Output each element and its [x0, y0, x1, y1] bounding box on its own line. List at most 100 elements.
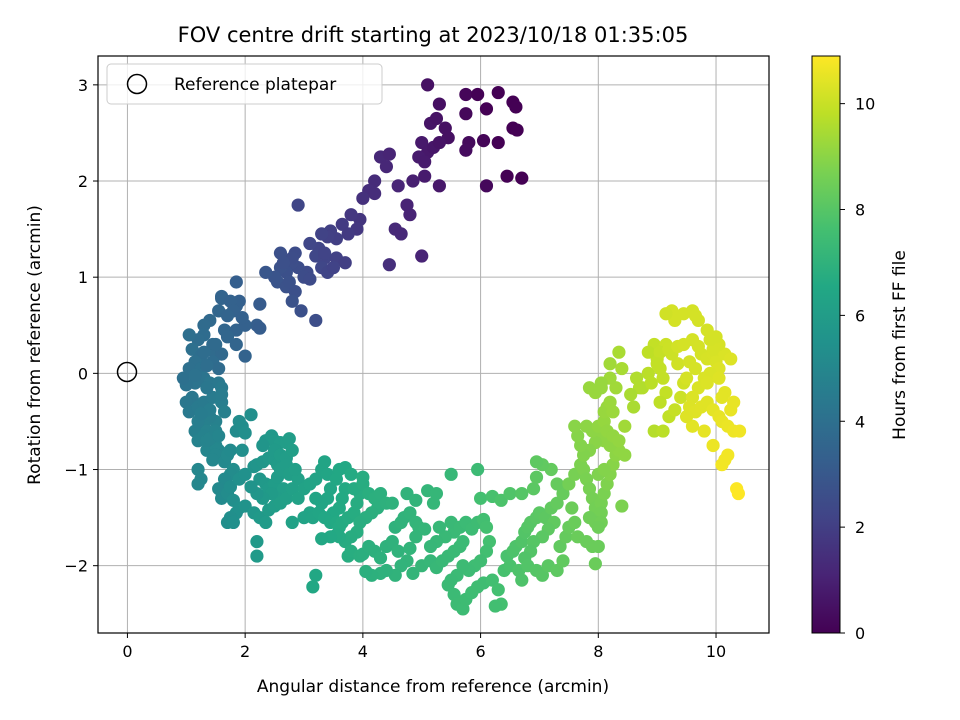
data-point — [568, 515, 582, 530]
data-point — [403, 541, 417, 555]
data-point — [488, 599, 502, 613]
data-point — [503, 486, 517, 501]
data-point — [382, 147, 396, 161]
colorbar: 0 2 4 6 8 10 Hours from first FF file — [811, 55, 910, 643]
data-point — [644, 376, 658, 390]
data-point — [597, 462, 611, 477]
data-point — [688, 361, 703, 376]
data-point — [677, 307, 691, 321]
data-point — [491, 85, 505, 100]
data-point — [706, 438, 720, 453]
data-point — [485, 573, 499, 587]
data-point — [229, 337, 243, 352]
x-tick-label: 2 — [240, 642, 250, 661]
data-point — [679, 371, 694, 385]
data-point — [618, 419, 632, 433]
data-point — [338, 256, 352, 270]
data-point — [394, 227, 408, 241]
data-point — [356, 470, 370, 484]
data-point — [406, 174, 420, 188]
data-point — [700, 323, 714, 337]
reference-marker — [116, 361, 138, 383]
data-point — [182, 328, 196, 342]
data-point — [197, 345, 211, 359]
data-point — [432, 135, 446, 150]
data-point — [727, 395, 741, 409]
data-point — [609, 381, 623, 395]
data-point — [509, 100, 523, 114]
data-point — [612, 345, 626, 359]
data-point — [550, 477, 564, 491]
data-point — [479, 544, 494, 558]
y-axis-ticks: −2 −1 0 1 2 3 — [64, 76, 98, 576]
legend-label: Reference platepar — [174, 75, 336, 95]
data-point — [432, 520, 446, 534]
data-point — [479, 520, 494, 534]
data-point — [479, 179, 494, 193]
data-point — [209, 337, 223, 352]
data-point — [235, 310, 249, 325]
data-point — [409, 493, 423, 507]
data-point — [650, 357, 664, 371]
data-point — [668, 403, 682, 417]
data-point — [685, 419, 700, 433]
data-point — [441, 578, 455, 592]
data-point — [238, 426, 252, 440]
data-point — [459, 143, 473, 157]
data-point — [529, 455, 544, 469]
data-point — [341, 227, 355, 241]
data-point — [582, 510, 597, 525]
data-point — [285, 515, 299, 530]
data-point — [382, 258, 396, 272]
data-point — [315, 532, 329, 546]
data-point — [656, 371, 670, 385]
data-point — [303, 236, 317, 251]
data-point — [309, 568, 323, 582]
x-axis-label: Angular distance from reference (arcmin) — [257, 677, 609, 697]
data-point — [259, 515, 273, 530]
data-point — [215, 347, 229, 361]
data-point — [588, 557, 602, 571]
x-tick-label: 8 — [593, 642, 603, 661]
data-point — [476, 134, 491, 148]
data-point — [256, 438, 270, 453]
data-point — [303, 272, 317, 286]
data-point — [368, 174, 382, 188]
data-point — [188, 368, 202, 382]
data-point — [223, 480, 238, 494]
data-point — [615, 361, 629, 376]
data-point — [373, 486, 388, 501]
data-point — [653, 395, 667, 409]
data-point — [373, 551, 388, 565]
data-point — [212, 429, 226, 443]
data-point — [459, 87, 473, 102]
data-point — [724, 352, 738, 366]
data-point — [244, 408, 258, 422]
data-point — [418, 155, 432, 169]
data-point — [309, 491, 323, 505]
data-point — [391, 544, 405, 558]
data-point — [197, 318, 211, 332]
data-point — [250, 535, 264, 549]
data-point — [217, 405, 232, 419]
data-point — [215, 387, 229, 402]
data-point — [556, 486, 570, 501]
data-point — [515, 573, 529, 587]
data-point — [326, 260, 341, 275]
data-point — [421, 78, 435, 92]
data-point — [344, 467, 358, 481]
data-point — [582, 381, 597, 395]
data-point — [591, 520, 605, 534]
data-point — [426, 496, 441, 510]
data-point — [562, 477, 576, 491]
data-point — [229, 275, 243, 289]
data-point — [624, 387, 638, 402]
data-point — [291, 198, 305, 212]
data-point — [659, 307, 673, 321]
data-point — [385, 496, 399, 510]
data-point — [456, 535, 470, 549]
data-point — [318, 455, 332, 469]
data-point — [309, 313, 323, 328]
data-point — [200, 359, 214, 373]
data-point — [220, 309, 235, 323]
